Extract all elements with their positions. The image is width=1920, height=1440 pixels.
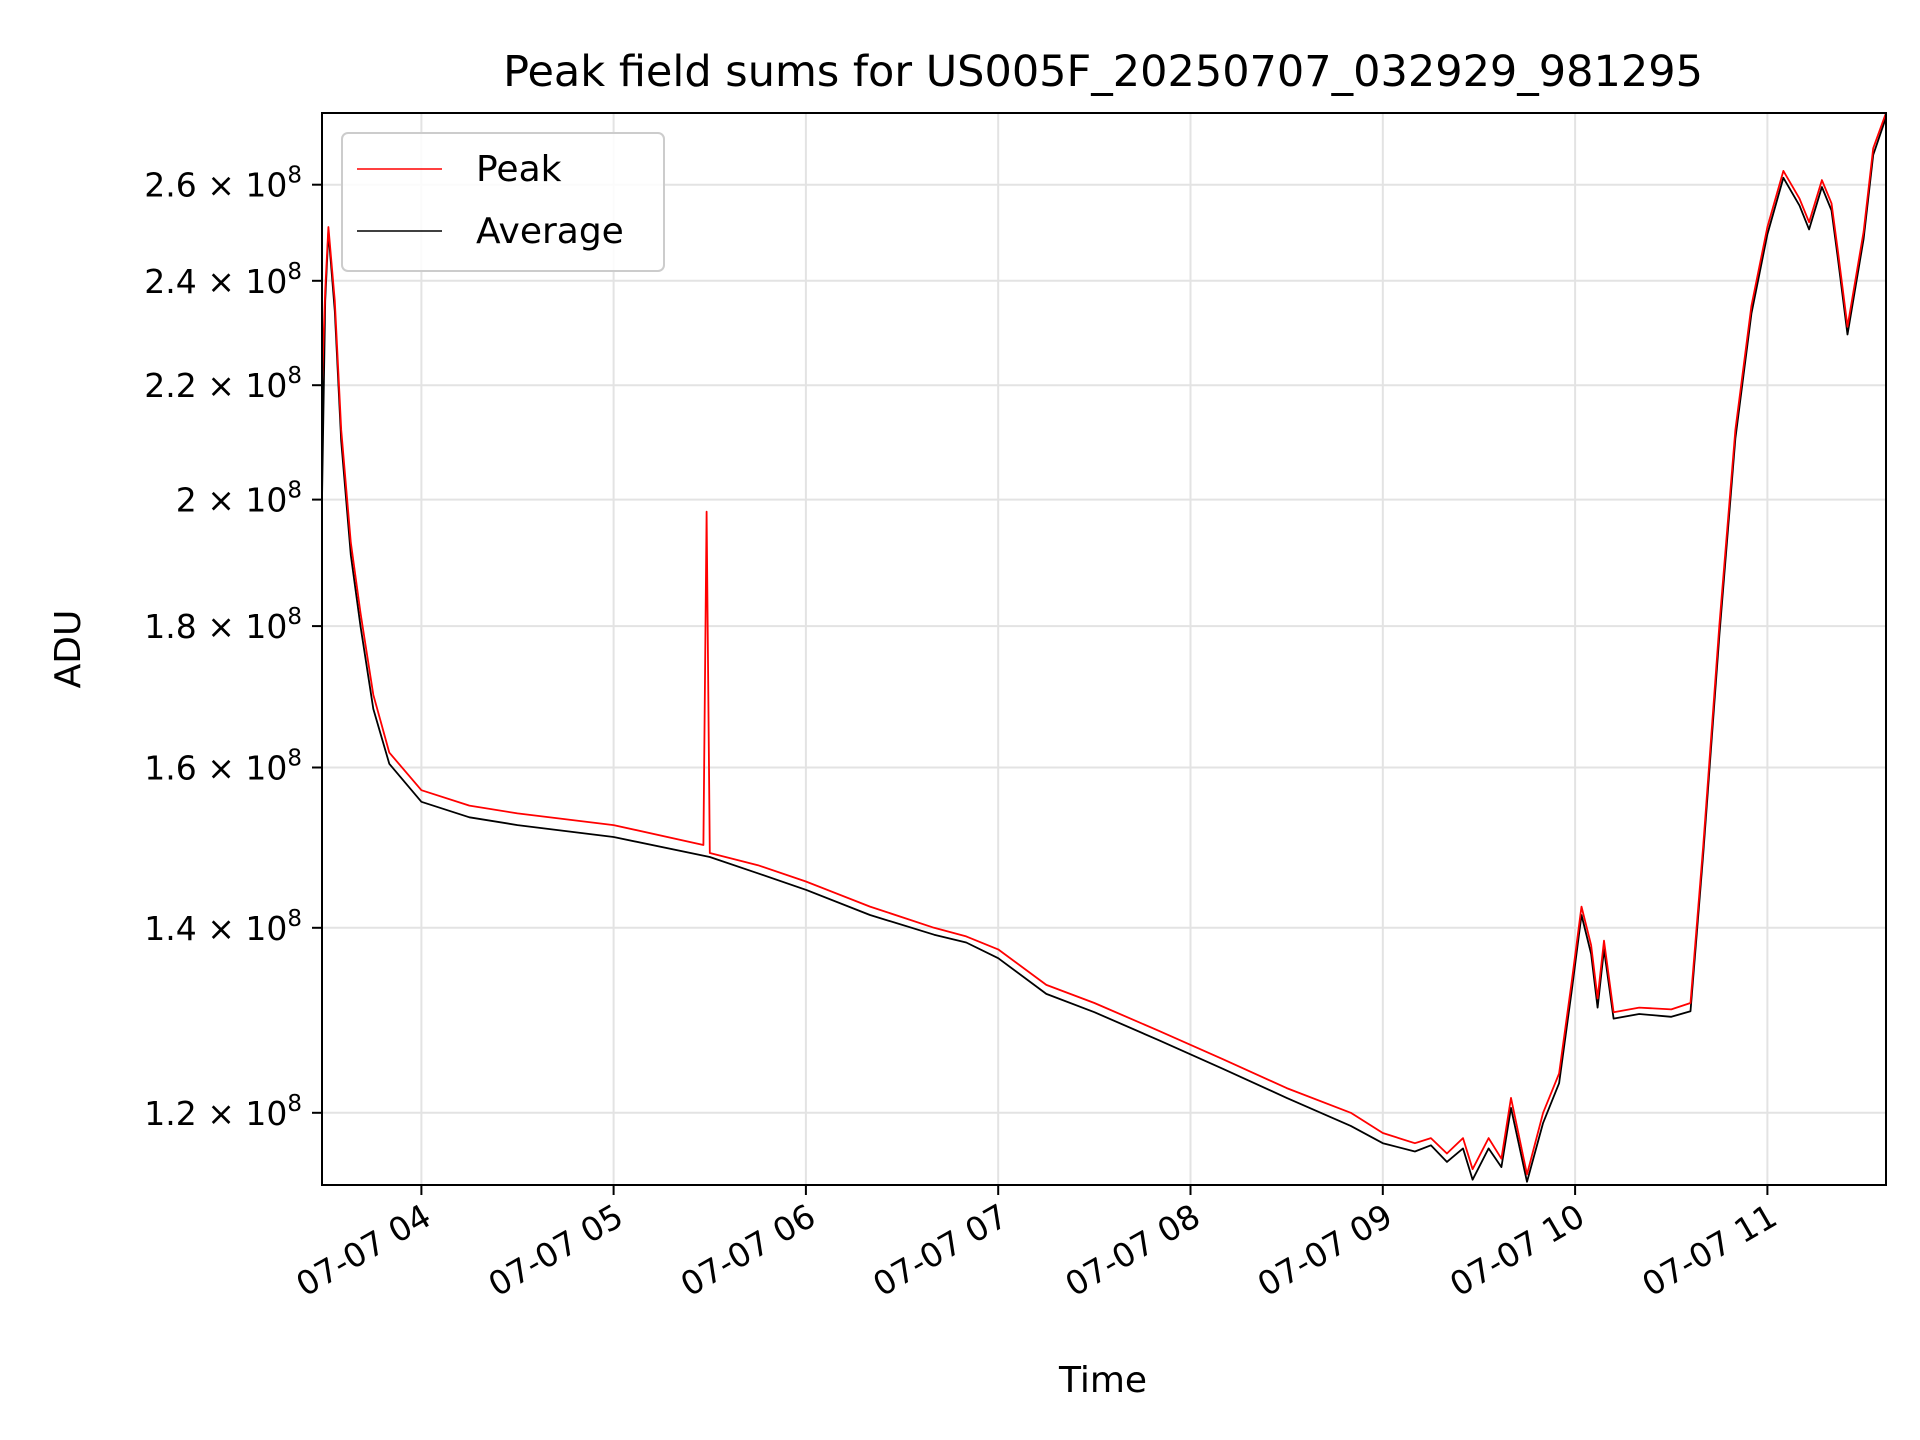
series-layer: [322, 113, 1886, 1183]
y-tick-label: 1.2 × 108: [144, 1091, 302, 1133]
series-line-peak: [322, 113, 1886, 1176]
y-axis-label: ADU: [48, 610, 89, 689]
y-tick-label: 2.2 × 108: [144, 363, 302, 405]
y-tick-label: 1.8 × 108: [144, 604, 302, 646]
x-axis-label: Time: [1058, 1360, 1147, 1401]
legend: Peak Average: [341, 132, 665, 272]
legend-box: [341, 132, 665, 272]
y-tick-label: 2 × 108: [176, 478, 302, 520]
y-axis: 1.2 × 108 1.4 × 108 1.6 × 108 1.8 × 108 2 × …: [144, 163, 322, 1133]
y-tick-label: 2.4 × 108: [144, 259, 302, 301]
y-tick-label: 1.4 × 108: [144, 906, 302, 948]
grid-lines: [322, 113, 1886, 1185]
chart-title: Peak field sums for US005F_20250707_0329…: [503, 47, 1703, 97]
series-line-average: [322, 117, 1886, 1183]
legend-label-average: Average: [476, 211, 624, 252]
plot-frame: [321, 112, 1887, 1186]
legend-label-peak: Peak: [476, 149, 562, 190]
y-tick-label: 1.6 × 108: [144, 746, 302, 788]
y-tick-label: 2.6 × 108: [144, 163, 302, 205]
